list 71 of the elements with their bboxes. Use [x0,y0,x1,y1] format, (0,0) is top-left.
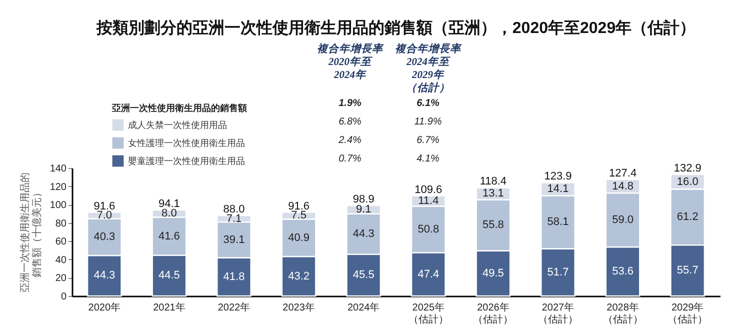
text: 6.8% [338,116,362,128]
chart-title: 按類別劃分的亞洲一次性使用衛生用品的銷售額（亞洲），2020年至2029年（估計） [95,19,696,37]
legend-label: 嬰童護理一次性使用衛生用品 [128,156,245,166]
text: 0.7% [338,154,362,164]
text: 複合年增長率2024年至2029年（估計） [395,42,462,94]
data-label: 47.4 [418,268,440,280]
data-label: 7.0 [96,209,112,222]
text: 6.1% [416,98,440,109]
y-tick-label: 80 [55,218,67,230]
total-label: 98.9 [352,194,374,206]
data-label: 44.3 [94,270,116,282]
data-label: 53.6 [612,265,634,278]
legend-title: 亞洲一次性使用衛生用品的銷售額 [111,103,247,113]
y-tick-label: 0 [60,292,67,302]
data-label: 14.1 [547,183,569,196]
total-label: 109.6 [414,184,442,196]
text: 1.9% [338,98,362,109]
x-tick-label: 2025年（估計） [408,302,448,326]
data-label: 40.9 [288,232,310,244]
data-label: 59.0 [612,214,634,226]
data-label: 41.8 [223,270,245,283]
y-axis-title: 亞洲一次性使用衛生用品的銷售額（十億美元） [18,172,43,292]
x-tick-label: 2021年 [153,302,186,314]
data-label: 40.3 [94,231,116,244]
data-label: 11.4 [418,195,439,208]
data-label: 55.7 [676,264,698,277]
x-tick-label: 2027年（估計） [538,302,578,326]
data-label: 7.5 [291,210,306,222]
y-tick-label: 40 [55,254,67,266]
data-label: 16.0 [676,176,698,188]
data-label: 51.7 [547,266,569,278]
total-label: 132.9 [674,162,702,174]
data-label: 7.1 [226,212,242,225]
x-tick-label: 2022年 [218,302,250,314]
data-label: 55.8 [482,219,504,232]
data-label: 44.5 [158,270,180,282]
data-label: 39.1 [223,234,245,246]
y-tick-label: 60 [55,236,67,248]
x-tick-label: 2020年 [88,302,121,314]
x-tick-label: 2029年（估計） [668,302,708,326]
y-tick-label: 20 [55,273,67,284]
legend-label: 成人失禁一次性使用用品 [128,120,227,130]
data-label: 13.1 [482,188,504,200]
data-label: 41.6 [158,230,180,242]
data-label: 58.1 [547,216,569,228]
x-tick-label: 2028年（估計） [602,302,643,326]
total-label: 118.4 [480,176,507,188]
data-label: 44.3 [352,228,374,240]
x-tick-label: 2024年 [347,302,380,314]
data-label: 14.8 [612,180,634,192]
total-label: 123.9 [544,170,572,183]
total-label: 94.1 [158,198,180,210]
data-label: 9.1 [356,204,372,216]
text: 11.9% [414,116,442,128]
data-label: 50.8 [418,223,440,236]
text: 6.7% [416,135,440,146]
data-label: 45.5 [352,269,374,282]
text: 2.4% [338,135,362,146]
total-label: 127.4 [609,168,637,180]
text: 複合年增長率2020年至2024年 [317,42,384,81]
data-label: 49.5 [482,267,504,280]
data-label: 8.0 [162,208,177,220]
x-tick-label: 2026年（估計） [473,302,514,326]
y-tick-label: 100 [50,200,67,212]
legend-label: 女性護理一次性使用衛生用品 [128,138,245,148]
y-tick-label: 140 [50,164,67,174]
y-tick-label: 120 [50,182,67,193]
text: 4.1% [416,154,440,164]
data-label: 43.2 [288,270,310,282]
data-label: 61.2 [676,211,698,224]
x-tick-label: 2023年 [282,302,315,314]
